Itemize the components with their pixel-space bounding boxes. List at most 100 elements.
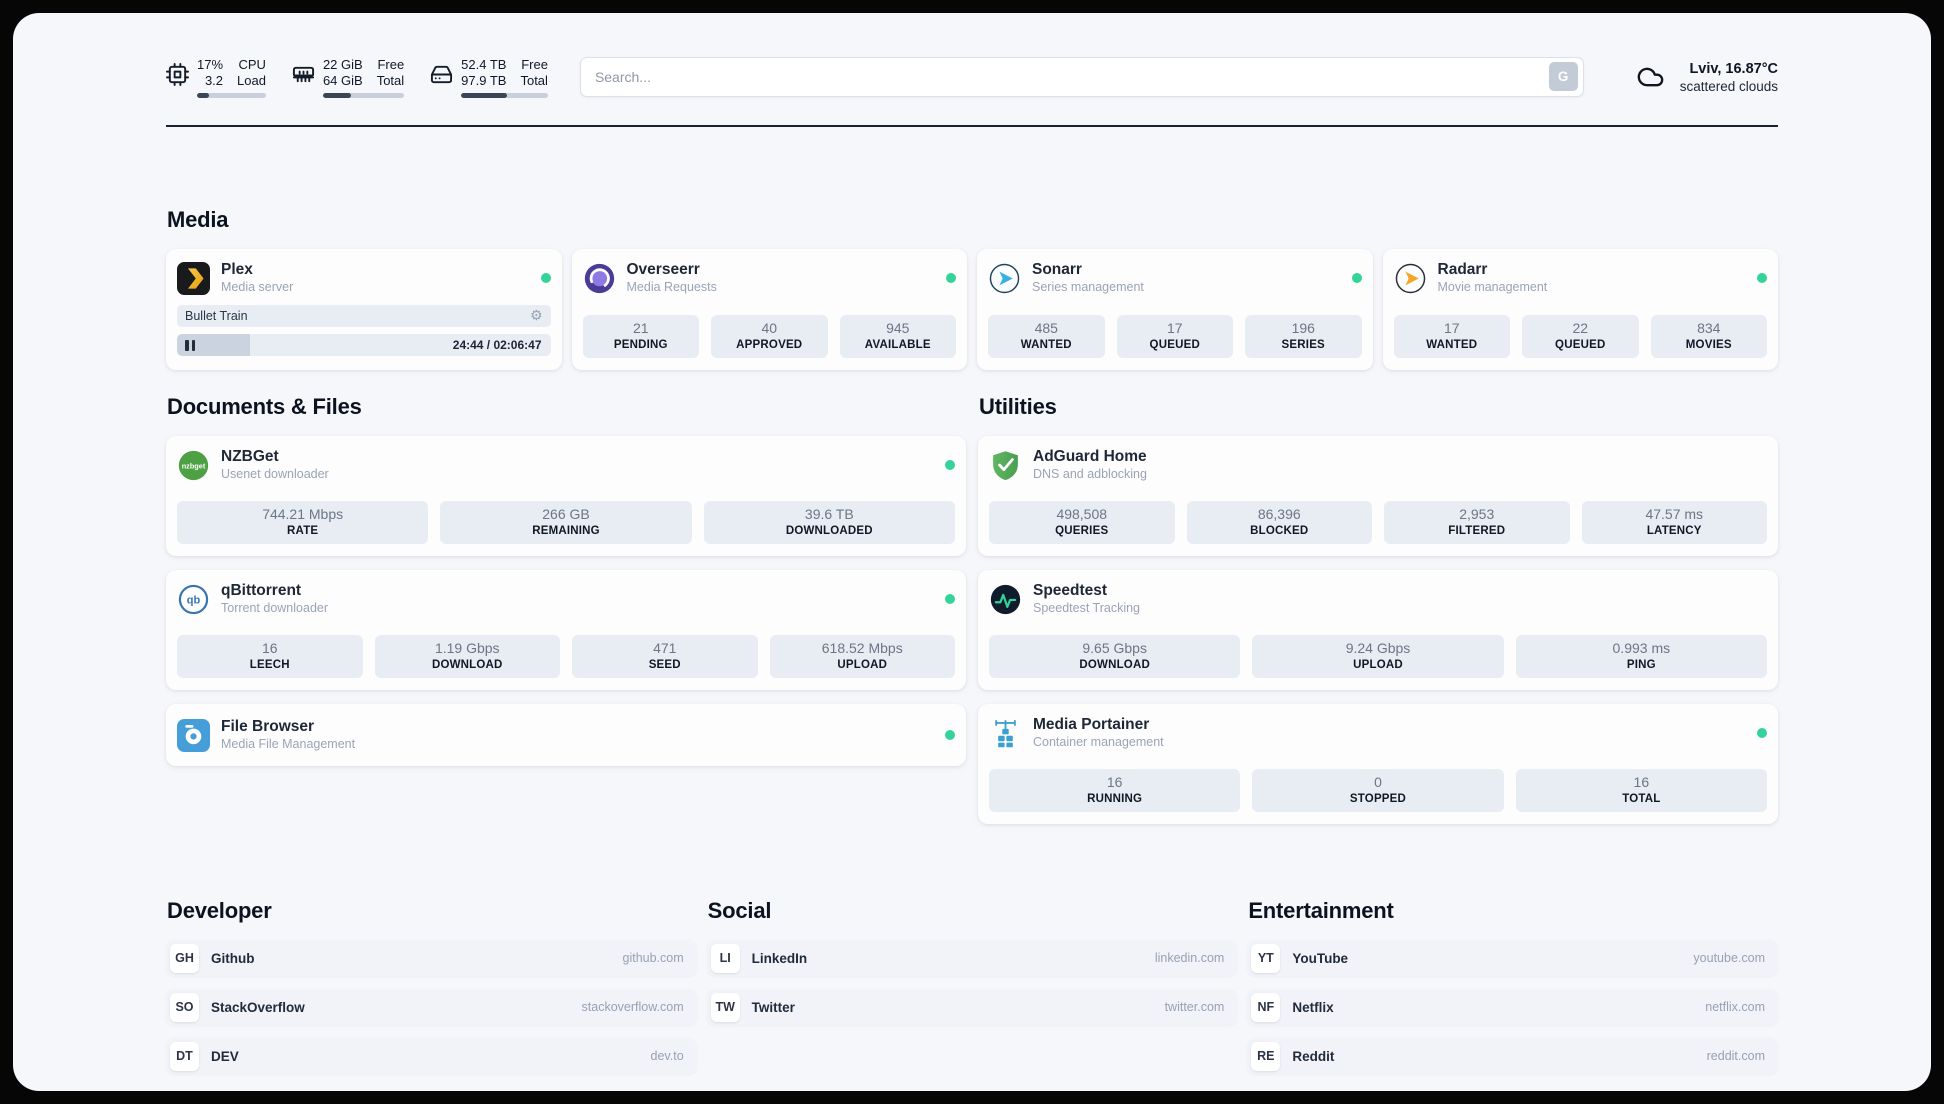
stat-value: 16 [261,640,278,656]
bookmark-netflix[interactable]: NF Netflix netflix.com [1247,989,1778,1025]
bookmark-reddit[interactable]: RE Reddit reddit.com [1247,1038,1778,1074]
speedtest-icon [989,583,1022,616]
bookmark-group-developer: Developer GH Github github.com SO StackO… [166,898,697,1087]
stat-label: APPROVED [736,339,803,351]
adguard-icon [989,449,1022,482]
stat-value: 9.24 Gbps [1345,640,1411,656]
stat-label: TOTAL [1622,793,1661,805]
stat-label: LATENCY [1646,525,1702,537]
bookmark-abbr: TW [710,992,740,1022]
overseerr-icon [583,262,616,295]
bookmark-url: dev.to [650,1049,684,1063]
stat-movies: 834 MOVIES [1650,315,1767,358]
stat-value: 2,953 [1459,506,1495,522]
stat-stopped: 0 STOPPED [1252,769,1504,812]
service-card-filebrowser[interactable]: File Browser Media File Management [166,704,966,766]
stat-value: 485 [1034,320,1058,336]
stat-value: 40 [761,320,778,336]
stat-value: 618.52 Mbps [821,640,903,656]
stat-value: 196 [1291,320,1315,336]
bookmark-name: YouTube [1292,950,1349,966]
stat-label: DOWNLOAD [431,659,503,671]
bookmark-youtube[interactable]: YT YouTube youtube.com [1247,940,1778,976]
service-description: Usenet downloader [221,467,329,481]
stat-value: 17 [1443,320,1460,336]
pause-icon[interactable] [185,339,195,351]
bookmark-dev[interactable]: DT DEV dev.to [166,1038,697,1074]
nzbget-icon: nzbget [177,449,210,482]
service-description: Media Requests [626,280,717,294]
section-documents-files: Documents & Files nzbget NZBGet Usenet d… [166,394,966,780]
stat-label: RUNNING [1087,793,1143,805]
memory-icon [292,63,315,86]
stat-label: DOWNLOADED [785,525,873,537]
gear-icon[interactable]: ⚙ [529,308,543,324]
stat-download: 1.19 Gbps DOWNLOAD [374,635,560,678]
player-progress-row: 24:44 / 02:06:47 [177,334,551,356]
section-title-utilities: Utilities [979,394,1057,419]
stat-value: 21 [632,320,649,336]
bookmark-linkedin[interactable]: LI LinkedIn linkedin.com [706,940,1238,976]
stat-label: LEECH [249,659,290,671]
stat-label: AVAILABLE [864,339,931,351]
stat-blocked: 86,396 BLOCKED [1186,501,1372,544]
disk-icon [430,63,453,86]
stat-label: UPLOAD [837,659,888,671]
service-name: Plex [221,261,253,278]
section-title-developer: Developer [167,898,272,923]
bookmark-stackoverflow[interactable]: SO StackOverflow stackoverflow.com [166,989,697,1025]
cpu-widget: 17% CPU 3.2 Load [166,57,266,98]
service-card-adguard[interactable]: AdGuard Home DNS and adblocking 498,508 … [978,436,1778,556]
service-name: Sonarr [1032,261,1082,278]
service-card-nzbget[interactable]: nzbget NZBGet Usenet downloader 744.21 M… [166,436,966,556]
service-description: Series management [1032,280,1144,294]
weather-condition: scattered clouds [1679,78,1778,94]
status-dot [945,594,955,604]
stat-wanted: 485 WANTED [988,315,1105,358]
stat-label: DOWNLOAD [1079,659,1150,671]
service-description: Media server [221,280,294,294]
status-dot [1757,273,1767,283]
bookmark-url: netflix.com [1705,1000,1765,1014]
bookmark-name: Github [211,950,255,966]
bookmark-url: linkedin.com [1154,951,1225,965]
bookmark-url: youtube.com [1693,951,1765,965]
cpu-icon [166,62,189,86]
service-name: Radarr [1437,261,1488,278]
bookmark-abbr: LI [710,943,740,973]
section-title-documents: Documents & Files [167,394,362,419]
stat-available: 945 AVAILABLE [839,315,956,358]
radarr-icon [1394,262,1427,295]
service-name: qBittorrent [221,582,302,599]
bookmark-abbr: YT [1251,943,1281,973]
stat-label: PENDING [613,339,668,351]
stat-queued: 22 QUEUED [1522,315,1639,358]
stat-value: 498,508 [1056,506,1108,522]
bookmark-abbr: SO [170,992,199,1022]
service-card-portainer[interactable]: Media Portainer Container management 16 … [978,704,1778,824]
header: 17% CPU 3.2 Load 22 GiB Free 64 G [166,55,1778,99]
bookmark-abbr: GH [170,943,199,973]
search-provider-button[interactable]: G [1548,62,1578,91]
bookmark-url: github.com [622,951,684,965]
service-description: Torrent downloader [221,601,329,615]
service-card-overseerr[interactable]: Overseerr Media Requests 21 PENDING 40 A… [571,249,967,370]
bookmark-twitter[interactable]: TW Twitter twitter.com [706,989,1238,1025]
service-card-radarr[interactable]: Radarr Movie management 17 WANTED 22 QUE… [1382,249,1778,370]
service-card-speedtest[interactable]: Speedtest Speedtest Tracking 9.65 Gbps D… [978,570,1778,690]
bookmark-name: Twitter [751,999,795,1015]
status-dot [1351,273,1362,283]
cloud-icon [1632,63,1669,91]
service-card-plex[interactable]: Plex Media server Bullet Train ⚙ 24:44 /… [166,249,562,370]
filebrowser-icon [177,718,210,752]
bookmark-github[interactable]: GH Github github.com [166,940,697,976]
service-card-qbittorrent[interactable]: qb qBittorrent Torrent downloader 16 LEE… [166,570,966,690]
cpu-usage-value: 17% [197,56,224,72]
memory-progress-bar [322,92,405,98]
sonarr-icon [988,262,1021,295]
stat-upload: 9.24 Gbps UPLOAD [1252,635,1504,678]
stat-wanted: 17 WANTED [1393,315,1510,358]
stat-queries: 498,508 QUERIES [989,501,1175,544]
search-input[interactable] [580,69,1583,85]
service-card-sonarr[interactable]: Sonarr Series management 485 WANTED 17 Q… [977,249,1373,370]
